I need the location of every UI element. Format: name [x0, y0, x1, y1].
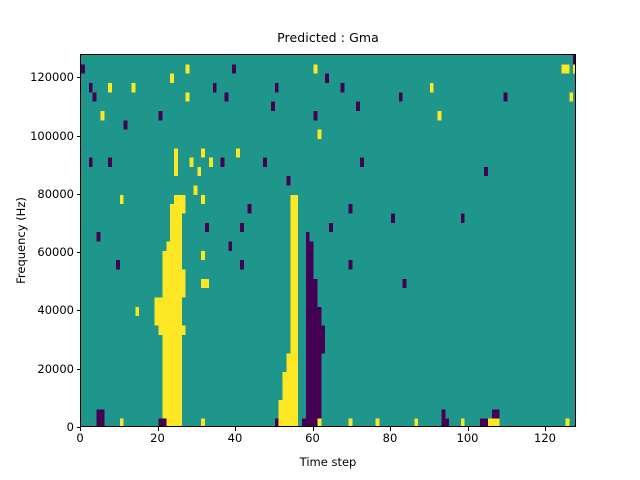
y-tick-label: 20000	[37, 361, 74, 376]
y-tick-label: 80000	[37, 186, 74, 201]
heatmap-image	[81, 55, 575, 426]
x-axis-label: Time step	[299, 455, 357, 469]
x-tick-mark	[80, 427, 81, 431]
x-tick-mark	[157, 427, 159, 431]
x-tick-label: 60	[305, 431, 320, 445]
x-tick-label: 20	[150, 431, 165, 445]
x-tick-label: 80	[382, 431, 398, 445]
y-tick-mark	[76, 252, 80, 254]
y-tick-mark	[76, 310, 80, 312]
x-tick-label: 100	[456, 431, 479, 445]
y-tick-mark	[76, 368, 80, 370]
y-tick-label: 0	[66, 420, 74, 434]
x-tick-mark	[467, 427, 469, 431]
y-tick-label: 120000	[30, 70, 74, 85]
y-tick-label: 60000	[37, 245, 74, 260]
x-tick-mark	[545, 427, 546, 431]
y-tick-mark	[76, 427, 80, 428]
x-tick-mark	[235, 427, 236, 431]
y-tick-label: 100000	[30, 128, 74, 143]
x-tick-label: 40	[227, 431, 243, 445]
y-tick-mark	[76, 193, 80, 195]
x-tick-label: 0	[76, 431, 84, 445]
x-tick-label: 120	[534, 431, 556, 445]
x-tick-mark	[312, 427, 314, 431]
y-tick-label: 40000	[37, 303, 74, 318]
heatmap-plot-area	[80, 54, 576, 427]
x-tick-mark	[390, 427, 391, 431]
page-title: Predicted : Gma	[277, 30, 379, 45]
y-tick-mark	[76, 135, 80, 137]
y-tick-mark	[76, 77, 80, 79]
